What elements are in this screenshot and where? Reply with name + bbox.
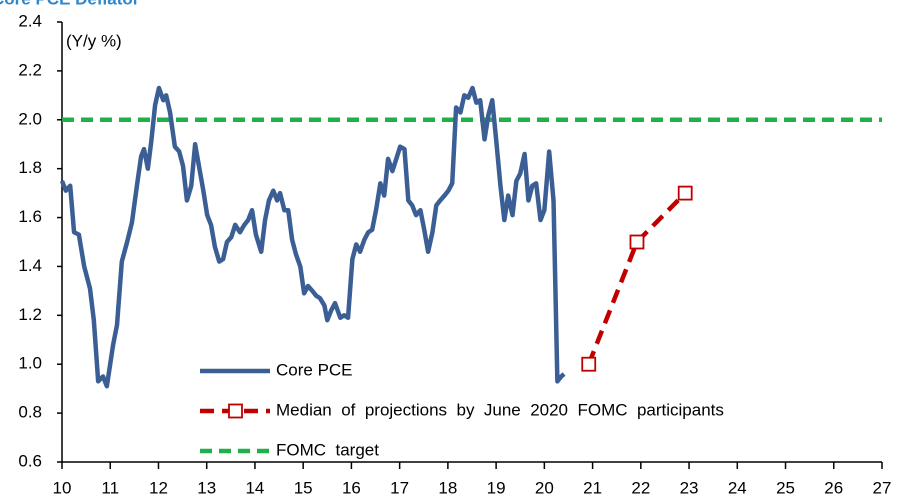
legend-marker: [228, 403, 243, 419]
series-line: [59, 85, 566, 389]
x-tick-label: 14: [245, 478, 264, 497]
y-tick-label: 1.2: [18, 305, 42, 324]
y-tick-label: 2.0: [18, 109, 42, 128]
y-tick-label: 1.4: [18, 256, 42, 275]
x-tick-label: 22: [631, 478, 650, 497]
x-tick-label: 27: [873, 478, 892, 497]
y-tick-label: 0.8: [18, 403, 42, 422]
x-tick-label: 20: [535, 478, 554, 497]
x-tick-label: 17: [390, 478, 409, 497]
x-tick-label: 24: [728, 478, 747, 497]
series-line: [586, 191, 687, 366]
x-tick-label: 25: [776, 478, 795, 497]
legend-label: Core PCE: [276, 360, 353, 379]
x-tick-label: 10: [53, 478, 72, 497]
y-tick-label: 1.0: [18, 354, 42, 373]
x-tick-label: 11: [101, 478, 119, 497]
chart-title: Core PCE Deflator: [0, 0, 140, 8]
y-tick-label: 1.6: [18, 207, 42, 226]
x-tick-label: 19: [487, 478, 506, 497]
x-tick-label: 18: [438, 478, 457, 497]
x-tick-label: 12: [149, 478, 168, 497]
marker: [581, 356, 597, 372]
x-tick-label: 21: [583, 478, 602, 497]
marker: [677, 185, 693, 201]
marker: [629, 234, 645, 250]
y-tick-label: 0.6: [18, 451, 42, 470]
y-tick-label: 1.8: [18, 158, 42, 177]
x-tick-label: 26: [824, 478, 843, 497]
y-axis-label: (Y/y %): [66, 31, 122, 50]
x-tick-label: 23: [680, 478, 699, 497]
legend-label: FOMC target: [276, 440, 379, 459]
legend-label: Median of projections by June 2020 FOMC …: [276, 400, 724, 419]
x-tick-label: 16: [342, 478, 361, 497]
y-tick-label: 2.2: [18, 60, 42, 79]
x-tick-label: 15: [294, 478, 313, 497]
y-tick-label: 2.4: [18, 11, 42, 30]
x-tick-label: 13: [197, 478, 216, 497]
